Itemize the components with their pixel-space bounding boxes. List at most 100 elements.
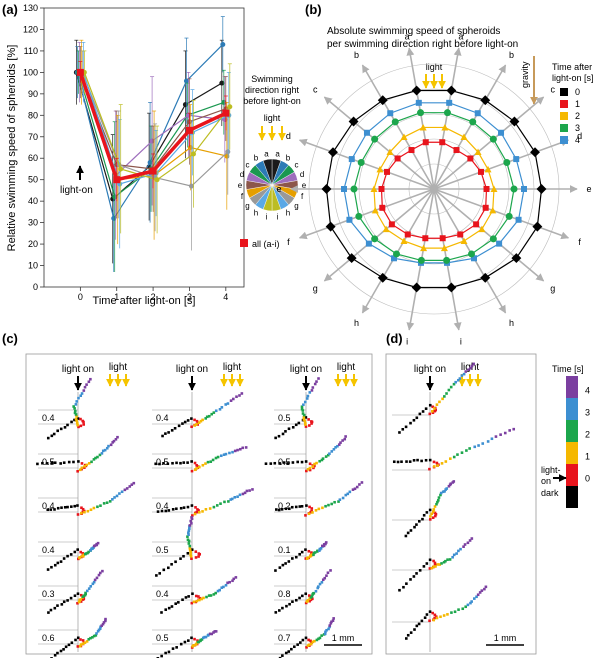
- track-dot: [308, 594, 311, 597]
- track-dot: [440, 562, 443, 565]
- track-dot: [109, 443, 113, 447]
- track-dot: [78, 556, 82, 559]
- radar-point: [484, 165, 492, 173]
- track-dot: [89, 377, 92, 381]
- track-dot: [167, 431, 170, 434]
- track-dot: [113, 496, 116, 499]
- track-dot: [355, 485, 359, 489]
- track-dot: [102, 621, 106, 624]
- track-dot: [108, 500, 112, 503]
- track-dot: [469, 366, 472, 370]
- radar-point: [341, 186, 347, 192]
- data-point: [113, 176, 121, 184]
- track-dot: [216, 589, 220, 593]
- track-dot: [310, 389, 314, 392]
- track-dot: [428, 567, 432, 570]
- track-dot: [186, 505, 190, 509]
- track-dot: [483, 587, 486, 591]
- track-dot: [464, 605, 468, 609]
- track-dot: [73, 407, 76, 410]
- track-dot: [93, 544, 97, 547]
- track-dot: [415, 624, 419, 628]
- track-dot: [321, 506, 324, 510]
- track-dot: [430, 512, 434, 516]
- track-dot: [274, 569, 277, 572]
- trajectory: [274, 569, 332, 614]
- track-dot: [278, 462, 281, 465]
- radar-point: [513, 156, 520, 163]
- track-dot: [74, 413, 78, 416]
- track-dot: [476, 593, 480, 597]
- track-dot: [95, 576, 99, 580]
- y-tick-label: 110: [24, 46, 38, 56]
- data-point: [76, 68, 84, 76]
- data-point: [118, 166, 124, 172]
- track-dot: [167, 606, 171, 610]
- track-dot: [494, 435, 498, 438]
- light-label: light: [223, 362, 242, 373]
- track-dot: [294, 423, 298, 427]
- track-dot: [79, 598, 83, 601]
- data-point: [190, 151, 196, 157]
- track-dot: [311, 386, 315, 389]
- track-dot: [462, 545, 465, 548]
- track-dot: [348, 490, 352, 494]
- track-speed-label: 0.5: [156, 545, 169, 555]
- data-point: [219, 80, 225, 86]
- radar-axis-label: i: [406, 337, 408, 347]
- light-on-label: light on: [62, 364, 94, 375]
- radar-point: [498, 129, 505, 136]
- track-dot: [52, 432, 56, 436]
- track-dot: [402, 585, 405, 589]
- track-dot: [301, 409, 305, 412]
- track-dot: [425, 613, 429, 616]
- track-dot: [306, 556, 310, 559]
- track-dot: [189, 519, 193, 523]
- y-tick-label: 100: [23, 67, 38, 77]
- track-dot: [92, 458, 96, 461]
- track-dot: [74, 417, 78, 421]
- track-dot: [81, 507, 85, 511]
- track-dot: [424, 407, 428, 410]
- light-on-label: light on: [414, 364, 446, 375]
- track-speed-label: 0.5: [156, 633, 169, 643]
- track-dot: [195, 464, 198, 467]
- track-dot: [420, 459, 423, 463]
- light-label: light: [109, 362, 128, 373]
- track-dot: [164, 651, 167, 655]
- track-dot: [401, 427, 405, 431]
- track-dot: [291, 557, 294, 560]
- track-dot: [421, 517, 424, 521]
- track-dot: [179, 642, 183, 646]
- track-dot: [72, 460, 75, 464]
- track-dot: [428, 458, 432, 462]
- radar-axis-label: b: [354, 50, 359, 60]
- track-dot: [280, 508, 284, 511]
- track-dot: [116, 435, 119, 439]
- track-dot: [310, 422, 313, 425]
- data-point: [185, 126, 193, 134]
- track-dot: [305, 646, 308, 649]
- track-dot: [304, 557, 308, 560]
- track-dot: [132, 481, 136, 485]
- track-dot: [213, 630, 217, 633]
- track-dot: [311, 465, 315, 468]
- track-dot: [430, 566, 434, 570]
- trajectory: [46, 481, 136, 516]
- track-dot: [73, 418, 76, 422]
- track-dot: [310, 551, 313, 554]
- trajectory: [155, 516, 202, 577]
- track-dot: [87, 550, 90, 554]
- legend-label-4: 4: [575, 135, 580, 145]
- track-dot: [469, 601, 472, 605]
- track-dot: [477, 444, 480, 447]
- track-dot: [318, 582, 322, 586]
- radar-point: [400, 133, 408, 141]
- track-speed-label: 0.4: [156, 589, 169, 599]
- track-dot: [449, 482, 453, 486]
- track-dot: [182, 506, 186, 509]
- panel-c-scale-label: 1 mm: [332, 633, 355, 643]
- track-dot: [190, 601, 194, 605]
- colorbar-segment: [566, 486, 578, 508]
